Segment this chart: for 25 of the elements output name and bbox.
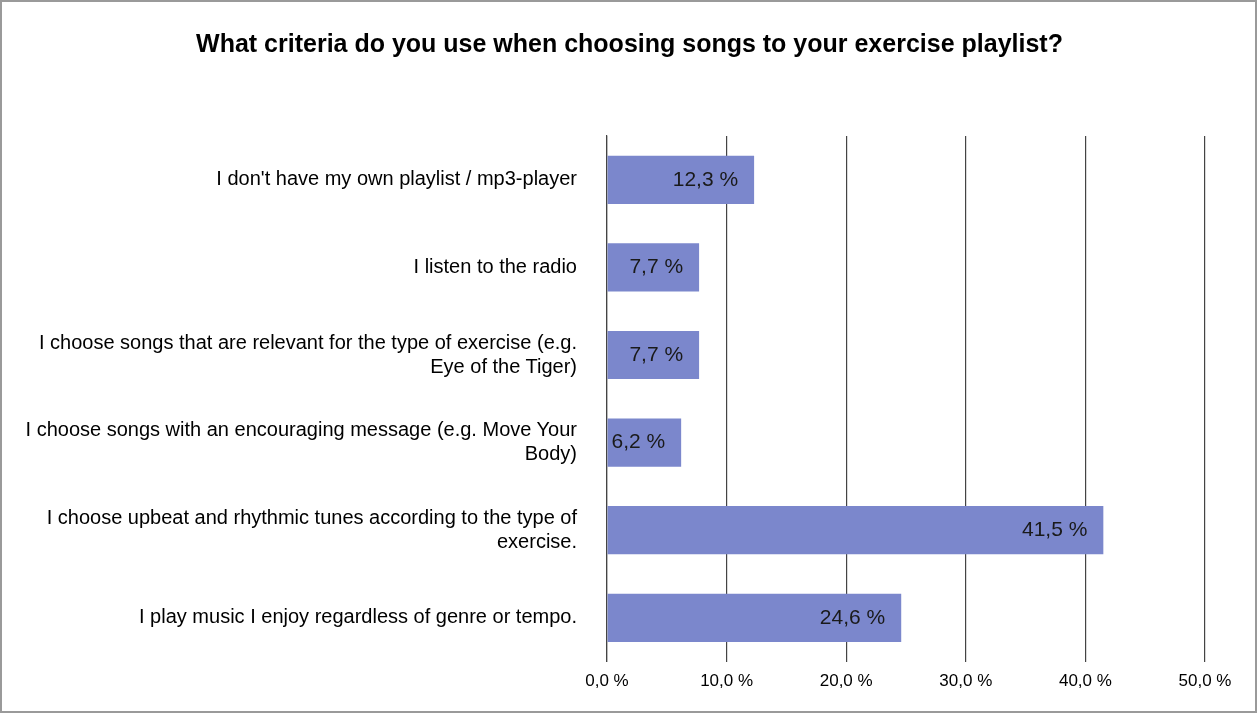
x-tick-label: 10,0 % — [700, 671, 754, 691]
bar — [607, 243, 700, 292]
data-label: 41,5 % — [1021, 517, 1088, 540]
bar — [607, 418, 682, 467]
data-label: 24,6 % — [819, 604, 886, 628]
y-tick-label: I choose upbeat and rhythmic tunes according to the type of exercise. — [46, 505, 578, 552]
data-label: 7,7 % — [629, 254, 684, 278]
y-tick-label: I listen to the radio — [413, 254, 577, 277]
data-label: 6,2 % — [611, 429, 666, 453]
bar — [607, 593, 902, 642]
x-tick-label: 30,0 % — [939, 671, 993, 691]
data-label: 12,3 % — [672, 166, 739, 190]
bar — [607, 330, 700, 380]
y-tick-label: I play music I enjoy regardless of genre or tempo. — [139, 605, 577, 628]
data-label: 7,7 % — [629, 341, 684, 365]
chart-title: What criteria do you use when choosing songs to your exercise playlist? — [195, 28, 1064, 59]
x-tick-label: 20,0 % — [819, 671, 873, 691]
y-tick-label: I don't have my own playlist / mp3-player — [216, 167, 578, 190]
x-tick-label: 0,0 % — [585, 671, 629, 691]
bar — [607, 506, 1104, 555]
y-tick-label: I choose songs that are relevant for the type of exercise (e.g. Eye of the Tiger) — [38, 330, 577, 377]
bar — [607, 155, 755, 204]
x-tick-label: 40,0 % — [1058, 671, 1112, 691]
x-tick-label: 50,0 % — [1178, 671, 1232, 691]
y-tick-label: I choose songs with an encouraging message (e.g. Move Your Body) — [25, 418, 578, 465]
